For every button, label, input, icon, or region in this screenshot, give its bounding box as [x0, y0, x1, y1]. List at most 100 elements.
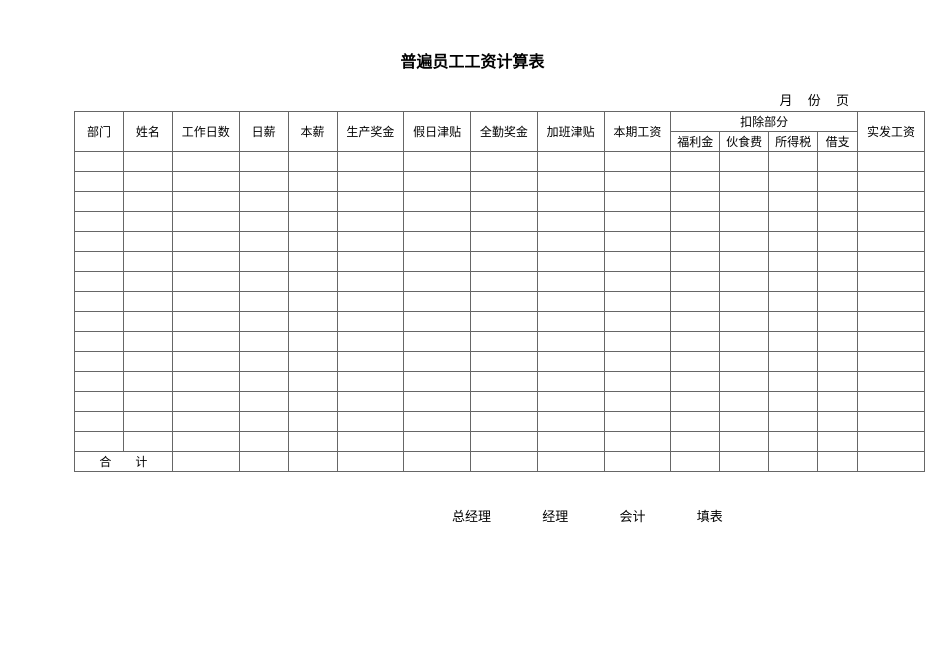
col-work-days: 工作日数	[172, 112, 239, 152]
table-cell	[471, 172, 538, 192]
col-overtime-allowance: 加班津贴	[537, 112, 604, 152]
table-cell	[604, 412, 671, 432]
table-cell	[239, 432, 288, 452]
table-cell	[818, 372, 858, 392]
table-cell	[671, 352, 720, 372]
table-cell	[720, 372, 769, 392]
table-cell	[172, 392, 239, 412]
table-cell	[337, 412, 404, 432]
table-cell	[720, 392, 769, 412]
table-cell	[337, 332, 404, 352]
table-cell	[288, 312, 337, 332]
table-cell	[75, 192, 124, 212]
table-cell	[858, 232, 925, 252]
table-cell	[720, 252, 769, 272]
table-cell	[537, 192, 604, 212]
table-cell	[239, 372, 288, 392]
table-cell	[471, 312, 538, 332]
table-cell	[404, 372, 471, 392]
table-cell	[288, 412, 337, 432]
table-cell	[337, 232, 404, 252]
table-cell	[123, 152, 172, 172]
table-cell	[858, 312, 925, 332]
table-cell	[720, 292, 769, 312]
table-row	[75, 212, 925, 232]
table-cell	[288, 152, 337, 172]
col-holiday-allowance: 假日津贴	[404, 112, 471, 152]
table-row	[75, 232, 925, 252]
table-cell	[671, 332, 720, 352]
table-cell	[239, 352, 288, 372]
table-cell	[537, 312, 604, 332]
col-welfare: 福利金	[671, 132, 720, 152]
table-cell	[858, 212, 925, 232]
table-cell	[172, 412, 239, 432]
table-cell	[404, 312, 471, 332]
table-cell	[858, 292, 925, 312]
table-cell	[858, 272, 925, 292]
table-row	[75, 172, 925, 192]
table-cell	[404, 272, 471, 292]
table-cell	[288, 252, 337, 272]
table-cell	[537, 412, 604, 432]
table-cell	[604, 212, 671, 232]
table-cell	[471, 152, 538, 172]
table-cell	[123, 312, 172, 332]
table-cell	[123, 172, 172, 192]
total-cell	[471, 452, 538, 472]
table-cell	[818, 212, 858, 232]
table-cell	[537, 432, 604, 452]
table-cell	[288, 272, 337, 292]
table-cell	[769, 432, 818, 452]
table-cell	[75, 272, 124, 292]
table-cell	[769, 152, 818, 172]
table-row	[75, 332, 925, 352]
col-loan: 借支	[818, 132, 858, 152]
table-row	[75, 192, 925, 212]
table-cell	[671, 252, 720, 272]
table-cell	[604, 232, 671, 252]
table-cell	[471, 272, 538, 292]
table-cell	[75, 392, 124, 412]
table-cell	[858, 352, 925, 372]
table-cell	[288, 232, 337, 252]
table-cell	[75, 372, 124, 392]
table-cell	[818, 312, 858, 332]
table-cell	[404, 392, 471, 412]
col-department: 部门	[75, 112, 124, 152]
table-cell	[172, 432, 239, 452]
table-cell	[239, 232, 288, 252]
table-cell	[239, 312, 288, 332]
table-cell	[172, 212, 239, 232]
table-cell	[288, 432, 337, 452]
table-cell	[858, 172, 925, 192]
table-cell	[75, 432, 124, 452]
table-cell	[123, 272, 172, 292]
table-cell	[471, 412, 538, 432]
header-month-page-line: 月 份 页	[0, 90, 945, 111]
col-attendance-bonus: 全勤奖金	[471, 112, 538, 152]
table-cell	[769, 232, 818, 252]
table-cell	[404, 212, 471, 232]
table-cell	[337, 432, 404, 452]
table-cell	[288, 172, 337, 192]
table-cell	[288, 392, 337, 412]
table-cell	[818, 412, 858, 432]
col-period-wage: 本期工资	[604, 112, 671, 152]
table-cell	[288, 192, 337, 212]
table-cell	[604, 292, 671, 312]
table-row	[75, 412, 925, 432]
table-cell	[858, 412, 925, 432]
table-cell	[537, 252, 604, 272]
table-cell	[404, 352, 471, 372]
table-cell	[239, 172, 288, 192]
table-cell	[604, 372, 671, 392]
col-income-tax: 所得税	[769, 132, 818, 152]
footer-signatures: 总经理 经理 会计 填表	[0, 472, 945, 525]
table-cell	[720, 412, 769, 432]
table-cell	[671, 192, 720, 212]
total-row: 合 计	[75, 452, 925, 472]
total-cell	[288, 452, 337, 472]
table-row	[75, 272, 925, 292]
total-cell	[404, 452, 471, 472]
